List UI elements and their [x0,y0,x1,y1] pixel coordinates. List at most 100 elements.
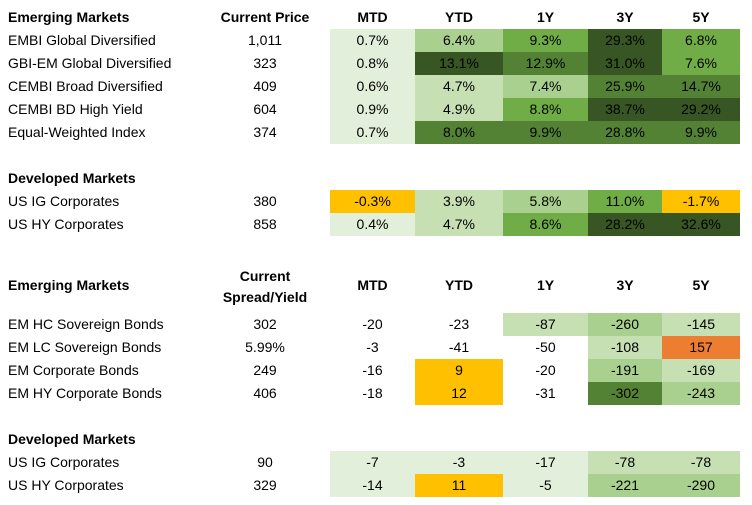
metric-cell: 25.9% [588,75,662,98]
metric-cell: 6.4% [415,29,503,52]
metric-cell: -41 [415,336,503,359]
metric-cell: 9.9% [662,121,740,144]
row-name: EM LC Sovereign Bonds [8,339,162,355]
table-row: Equal-Weighted Index 374 0.7% 8.0% 9.9% … [0,121,752,144]
metric-cell: 31.0% [588,52,662,75]
metric-cell: -50 [503,336,588,359]
row-spread: 406 [253,385,277,401]
row-name: EMBI Global Diversified [8,32,156,48]
table1-dev-header-row: Developed Markets [0,167,752,190]
metric-cell: -1.7% [662,190,740,213]
metric-cell: -87 [503,313,588,336]
metric-cell: -14 [330,474,415,497]
metric-cell: 29.2% [662,98,740,121]
metric-cell: 157 [662,336,740,359]
metric-cell: -5 [503,474,588,497]
metric-cell: 0.7% [330,121,415,144]
table2-dev-header-row: Developed Markets [0,428,752,451]
metric-cell: -7 [330,451,415,474]
col-header-5y: 5Y [692,277,710,293]
row-name: CEMBI Broad Diversified [8,78,163,94]
metric-cell: -302 [588,382,662,405]
metric-cell: -78 [588,451,662,474]
row-name: US HY Corporates [8,477,124,493]
metric-cell: 14.7% [662,75,740,98]
metric-cell: -260 [588,313,662,336]
col-header-ytd: YTD [445,9,473,25]
metric-cell: 0.9% [330,98,415,121]
row-price: 858 [253,216,277,232]
metric-cell: -290 [662,474,740,497]
table-row: EM HY Corporate Bonds 406 -18 12 -31 -30… [0,382,752,405]
row-spread: 5.99% [245,339,285,355]
metric-cell: 11.0% [588,190,662,213]
metric-cell: 13.1% [415,52,503,75]
col-header-mtd: MTD [357,277,388,293]
table-row: US IG Corporates 380 -0.3% 3.9% 5.8% 11.… [0,190,752,213]
table-row: CEMBI Broad Diversified 409 0.6% 4.7% 7.… [0,75,752,98]
metric-cell: 8.8% [503,98,588,121]
spread-header-line2: Spread/Yield [222,289,308,305]
metric-cell: 8.6% [503,213,588,236]
row-price: 380 [253,193,277,209]
metric-cell: 12.9% [503,52,588,75]
row-name: EM Corporate Bonds [8,362,139,378]
metric-cell: 12 [415,382,503,405]
metric-cell: 3.9% [415,190,503,213]
col-header-mtd: MTD [357,9,388,25]
metric-cell: 0.8% [330,52,415,75]
metric-cell: -191 [588,359,662,382]
developed-markets-heading: Developed Markets [8,170,136,186]
table-row: EM Corporate Bonds 249 -16 9 -20 -191 -1… [0,359,752,382]
col-header-5y: 5Y [692,9,710,25]
metric-cell: 4.7% [415,75,503,98]
metric-cell: -23 [415,313,503,336]
row-price: 1,011 [248,32,282,48]
row-name: CEMBI BD High Yield [8,101,143,117]
metric-cell: 28.8% [588,121,662,144]
metric-cell: 29.3% [588,29,662,52]
metric-cell: 5.8% [503,190,588,213]
metric-cell: -18 [330,382,415,405]
metric-cell: -169 [662,359,740,382]
row-spread: 329 [253,477,277,493]
metric-cell: -78 [662,451,740,474]
table-row: CEMBI BD High Yield 604 0.9% 4.9% 8.8% 3… [0,98,752,121]
metric-cell: 6.8% [662,29,740,52]
metric-cell: 0.6% [330,75,415,98]
metric-cell: 8.0% [415,121,503,144]
metric-cell: -17 [503,451,588,474]
metric-cell: -108 [588,336,662,359]
table-row: US HY Corporates 858 0.4% 4.7% 8.6% 28.2… [0,213,752,236]
metric-cell: 4.9% [415,98,503,121]
metric-cell: 38.7% [588,98,662,121]
table-row: EM HC Sovereign Bonds 302 -20 -23 -87 -2… [0,313,752,336]
metric-cell: 0.4% [330,213,415,236]
metric-cell: -3 [415,451,503,474]
table-row: US IG Corporates 90 -7 -3 -17 -78 -78 [0,451,752,474]
table1-section-title: Emerging Markets [8,9,130,25]
metric-cell: -20 [330,313,415,336]
table1-price-header: Current Price [220,9,310,25]
metric-cell: 0.7% [330,29,415,52]
spread-header-line1: Current [239,268,291,284]
metric-cell: 32.6% [662,213,740,236]
row-price: 409 [253,78,277,94]
row-name: Equal-Weighted Index [8,124,146,140]
col-header-3y: 3Y [616,277,634,293]
row-spread: 249 [253,362,277,378]
metric-cell: -20 [503,359,588,382]
metric-cell: -31 [503,382,588,405]
metric-cell: 9 [415,359,503,382]
metric-cell: -243 [662,382,740,405]
metric-cell: -145 [662,313,740,336]
metric-cell: 9.9% [503,121,588,144]
metric-cell: 28.2% [588,213,662,236]
row-name: US IG Corporates [8,193,120,209]
table-row: EM LC Sovereign Bonds 5.99% -3 -41 -50 -… [0,336,752,359]
row-price: 323 [253,55,277,71]
col-header-ytd: YTD [445,277,473,293]
metric-cell: -0.3% [330,190,415,213]
col-header-1y: 1Y [536,277,555,293]
row-name: GBI-EM Global Diversified [8,55,172,71]
